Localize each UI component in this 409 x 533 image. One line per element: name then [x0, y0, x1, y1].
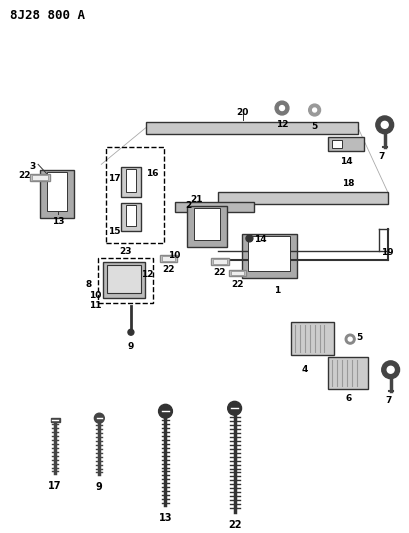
Circle shape [280, 106, 285, 110]
Bar [51, 418, 60, 422]
Bar [213, 259, 227, 264]
Text: 16: 16 [146, 169, 158, 178]
Text: 1: 1 [274, 286, 280, 295]
Bar [162, 256, 175, 261]
Bar [175, 202, 254, 212]
Bar [30, 174, 50, 181]
Text: 22: 22 [231, 280, 244, 289]
Bar [248, 237, 290, 271]
Text: 22: 22 [162, 265, 175, 274]
Text: 12: 12 [276, 120, 288, 129]
Bar [194, 208, 220, 240]
Bar [328, 136, 364, 150]
Bar [32, 175, 48, 180]
Text: 8J28 800 A: 8J28 800 A [11, 9, 85, 22]
Text: 6: 6 [345, 394, 351, 403]
Text: 2: 2 [185, 201, 191, 210]
Text: 17: 17 [48, 481, 62, 491]
Text: 7: 7 [379, 151, 385, 160]
Bar [291, 322, 335, 355]
Text: 3: 3 [29, 163, 35, 172]
Text: 17: 17 [108, 174, 121, 183]
Circle shape [387, 366, 394, 373]
Circle shape [275, 101, 289, 115]
Text: 22: 22 [18, 171, 31, 180]
Text: 11: 11 [89, 301, 101, 310]
Bar [229, 270, 247, 277]
Bar [211, 257, 229, 264]
Bar [107, 265, 141, 293]
Text: 13: 13 [159, 513, 172, 523]
Bar [231, 271, 245, 276]
Circle shape [312, 108, 317, 112]
Text: 5: 5 [312, 122, 318, 131]
Text: 4: 4 [301, 365, 308, 374]
Circle shape [94, 413, 104, 423]
Bar [242, 235, 297, 278]
Bar [103, 262, 145, 297]
Circle shape [128, 329, 134, 335]
Circle shape [345, 334, 355, 344]
Text: 21: 21 [190, 195, 202, 204]
Text: 9: 9 [96, 482, 103, 492]
Bar [126, 205, 136, 225]
Bar [47, 172, 67, 211]
Text: 19: 19 [381, 248, 393, 257]
Circle shape [348, 337, 352, 341]
Circle shape [381, 122, 388, 128]
Circle shape [382, 361, 400, 378]
Bar [328, 357, 368, 389]
Text: 13: 13 [52, 217, 64, 225]
Text: 9: 9 [128, 342, 134, 351]
Text: 18: 18 [342, 179, 355, 188]
Text: 7: 7 [386, 397, 392, 406]
Text: 14: 14 [254, 236, 267, 245]
Text: 14: 14 [340, 157, 353, 166]
Text: 23: 23 [120, 247, 132, 256]
Text: 22: 22 [228, 520, 241, 530]
Bar [121, 203, 141, 230]
Bar [40, 170, 74, 217]
Text: 12: 12 [141, 270, 153, 279]
Bar [218, 192, 388, 204]
Circle shape [246, 235, 253, 242]
Text: 5: 5 [356, 333, 362, 342]
Text: 10: 10 [169, 251, 181, 260]
Circle shape [309, 104, 321, 116]
Circle shape [228, 401, 242, 415]
Bar [121, 167, 141, 197]
Bar [333, 140, 342, 148]
Text: 20: 20 [236, 108, 249, 117]
Text: 15: 15 [108, 227, 121, 236]
Circle shape [376, 116, 393, 134]
Text: 22: 22 [213, 268, 226, 277]
Text: 10: 10 [89, 290, 101, 300]
Bar [126, 169, 136, 192]
Bar [146, 122, 358, 134]
Bar [160, 255, 178, 262]
Bar [187, 206, 227, 247]
Text: 8: 8 [85, 280, 92, 289]
Circle shape [159, 405, 173, 418]
